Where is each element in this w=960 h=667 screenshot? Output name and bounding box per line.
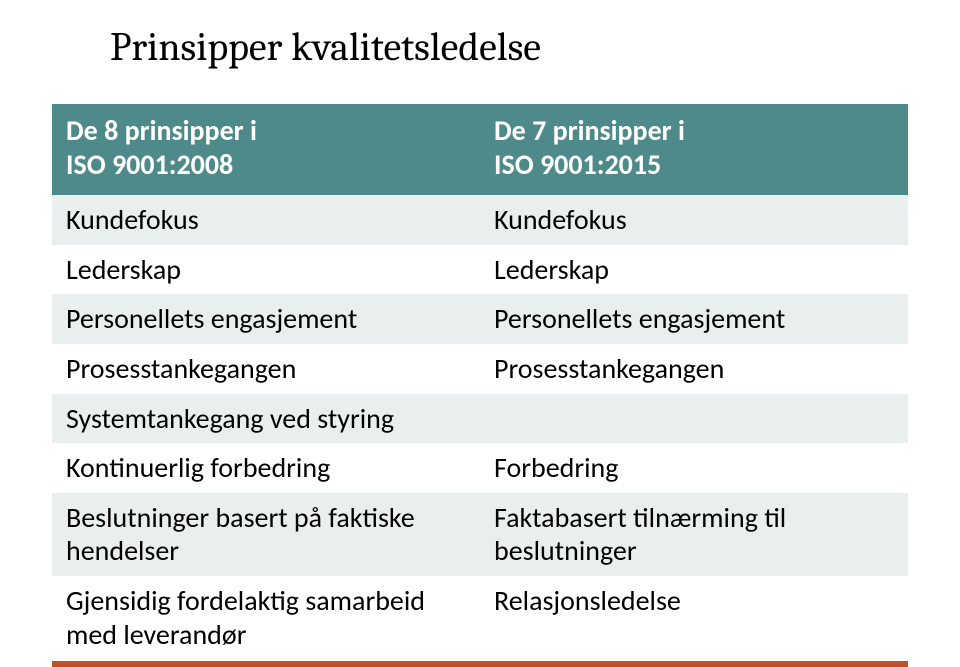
cell-left: Systemtankegang ved styring <box>52 394 480 444</box>
cell-left: Beslutninger basert på faktiske hendelse… <box>52 493 480 576</box>
cell-left: Gjensidig fordelaktig samarbeid med leve… <box>52 576 480 659</box>
table-row: Kontinuerlig forbedring Forbedring <box>52 443 908 493</box>
cell-left: Lederskap <box>52 245 480 295</box>
header-right: De 7 prinsipper i ISO 9001:2015 <box>480 104 908 195</box>
cell-right: Personellets engasjement <box>480 294 908 344</box>
cell-left: Kontinuerlig forbedring <box>52 443 480 493</box>
table-row: Prosesstankegangen Prosesstankegangen <box>52 344 908 394</box>
page: Prinsipper kvalitetsledelse De 8 prinsip… <box>0 0 960 667</box>
cell-right: Prosesstankegangen <box>480 344 908 394</box>
header-left-line2: ISO 9001:2008 <box>66 147 233 182</box>
cell-left: Prosesstankegangen <box>52 344 480 394</box>
cell-right: Relasjonsledelse <box>480 576 908 659</box>
header-left: De 8 prinsipper i ISO 9001:2008 <box>52 104 480 195</box>
table-row: Kundefokus Kundefokus <box>52 195 908 245</box>
table-row: Lederskap Lederskap <box>52 245 908 295</box>
table-header-row: De 8 prinsipper i ISO 9001:2008 De 7 pri… <box>52 104 908 195</box>
footer-rule <box>52 661 908 667</box>
header-left-line1: De 8 prinsipper i <box>66 113 257 148</box>
cell-right: Forbedring <box>480 443 908 493</box>
cell-right: Faktabasert tilnærming til beslutninger <box>480 493 908 576</box>
header-right-line2: ISO 9001:2015 <box>494 147 661 182</box>
table-row: Personellets engasjement Personellets en… <box>52 294 908 344</box>
cell-right: Lederskap <box>480 245 908 295</box>
header-right-line1: De 7 prinsipper i <box>494 113 685 148</box>
cell-left: Personellets engasjement <box>52 294 480 344</box>
table-row: Beslutninger basert på faktiske hendelse… <box>52 493 908 576</box>
cell-left: Kundefokus <box>52 195 480 245</box>
comparison-table: De 8 prinsipper i ISO 9001:2008 De 7 pri… <box>52 104 908 659</box>
page-title: Prinsipper kvalitetsledelse <box>110 24 908 70</box>
cell-right <box>480 394 908 444</box>
table-row: Systemtankegang ved styring <box>52 394 908 444</box>
cell-right: Kundefokus <box>480 195 908 245</box>
table-row: Gjensidig fordelaktig samarbeid med leve… <box>52 576 908 659</box>
